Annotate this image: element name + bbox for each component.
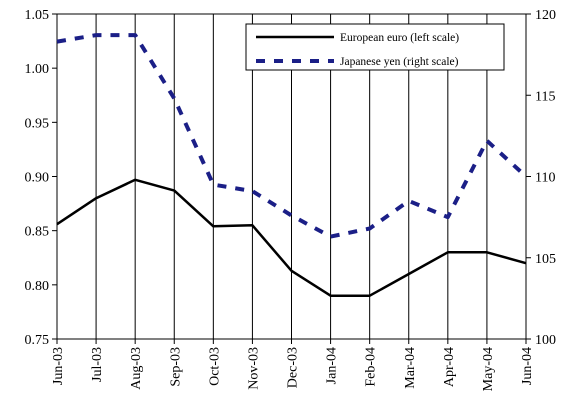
x-axis-tick-label: Mar-04 (403, 347, 418, 389)
left-axis-tick-label: 0.75 (25, 333, 50, 348)
x-axis-tick-label: Aug-03 (129, 347, 144, 390)
x-axis-tick-label: Feb-04 (364, 347, 379, 387)
right-axis-tick-label: 105 (535, 252, 556, 267)
right-axis-tick-label: 115 (535, 89, 555, 104)
x-axis-tick-label: Dec-03 (286, 347, 301, 388)
x-axis-tick-label: Oct-03 (207, 347, 222, 386)
plot-series (56, 33, 528, 297)
euro-series-line (56, 178, 527, 297)
axes (52, 13, 531, 344)
x-axis-tick-label: Apr-04 (442, 347, 457, 387)
legend-label-euro: European euro (left scale) (340, 32, 459, 44)
legend-box (245, 23, 505, 71)
legend: European euro (left scale) Japanese yen … (245, 23, 505, 71)
x-axis-tick-label: Jul-03 (90, 347, 105, 382)
x-axis-tick-label: May-04 (481, 347, 496, 391)
left-axis-tick-label: 0.85 (25, 225, 50, 240)
x-axis-tick-label: Jun-04 (520, 347, 535, 385)
right-axis-tick-label: 120 (535, 8, 556, 23)
left-axis-tick-label: 0.90 (25, 171, 50, 186)
right-axis-tick-label: 110 (535, 171, 555, 186)
left-axis-tick-label: 1.00 (25, 62, 50, 77)
tick-labels: 0.75 0.80 0.85 0.90 0.95 1.00 1.05 100 105 110 115… (25, 8, 557, 391)
x-axis-tick-label: Jan-04 (325, 347, 340, 384)
x-axis-tick-label: Nov-03 (246, 347, 261, 390)
yen-series-line (56, 33, 528, 239)
x-axis-tick-label: Sep-03 (168, 347, 183, 387)
right-axis-tick-label: 100 (535, 333, 556, 348)
left-axis-tick-label: 1.05 (25, 8, 50, 23)
left-axis-tick-label: 0.95 (25, 116, 50, 131)
x-axis-tick-label: Jun-03 (51, 347, 66, 385)
left-axis-tick-label: 0.80 (25, 279, 50, 294)
legend-label-yen: Japanese yen (right scale) (340, 56, 459, 68)
